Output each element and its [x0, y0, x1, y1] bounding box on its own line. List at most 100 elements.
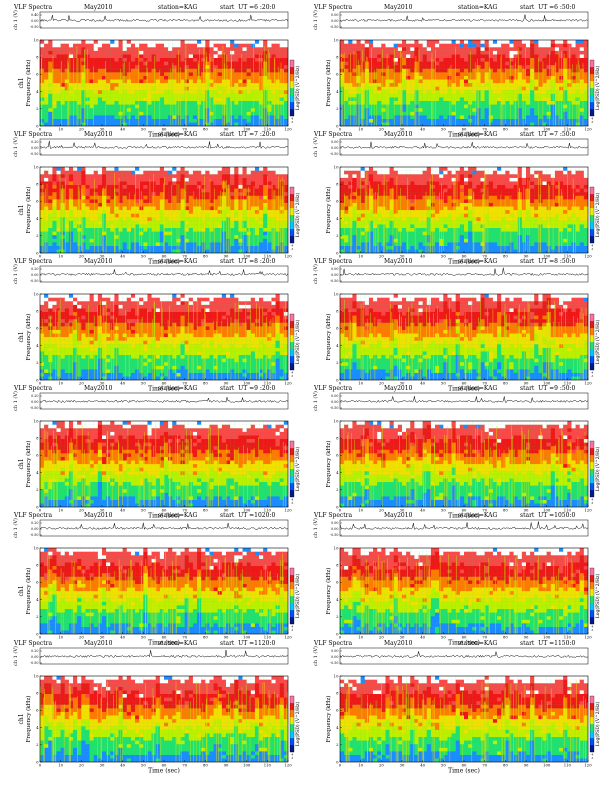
spectrogram-cell — [492, 72, 498, 76]
spectrogram-cell — [263, 40, 268, 44]
spectrogram-cell — [414, 43, 419, 48]
spectrogram-cell — [56, 167, 61, 171]
spectrogram-cell — [172, 210, 177, 214]
spectrogram-cell — [534, 90, 539, 94]
spectrogram-cell — [188, 177, 194, 182]
spectrogram-cell — [389, 57, 394, 62]
spectrogram-cell — [44, 47, 49, 51]
spectrogram-cell — [234, 192, 239, 196]
spectrogram-cell — [464, 86, 469, 91]
spectrogram-cell — [575, 83, 580, 87]
spectrogram-cell — [521, 83, 527, 87]
spectrogram-cell — [192, 195, 198, 200]
spectrogram-cell — [530, 90, 535, 94]
spectrogram-cell — [180, 206, 185, 211]
spectrogram-cell — [93, 249, 98, 254]
spectrogram-cell — [352, 93, 357, 98]
spectrogram-cell — [184, 57, 189, 62]
spectrogram-cell — [271, 111, 276, 116]
colorbar-segment — [290, 194, 294, 202]
spectrogram-cell — [184, 249, 189, 254]
spectrogram-cell — [139, 47, 144, 51]
spectrogram-cell — [368, 220, 374, 225]
spectrogram-cell — [97, 43, 103, 48]
spectrogram-cell — [263, 167, 268, 171]
spectrogram-cell — [180, 43, 185, 48]
spectrogram-cell — [488, 79, 494, 84]
spectrogram-cell — [143, 75, 148, 80]
spectrogram-cell — [184, 118, 189, 123]
spectrogram-cell — [56, 54, 61, 59]
y-tick-label: 10 — [34, 164, 39, 169]
spectrogram-cell — [250, 231, 256, 236]
spectrogram-cell — [393, 83, 398, 87]
spectrogram-cell — [197, 72, 202, 76]
spectrogram-cell — [130, 174, 136, 178]
spectrogram-cell — [546, 47, 551, 51]
spectrogram-cell — [159, 238, 165, 243]
spectrogram-cell — [275, 242, 280, 246]
spectrogram-cell — [64, 170, 70, 175]
spectrogram-cell — [110, 184, 115, 189]
spectrogram-cell — [238, 50, 243, 55]
spectrogram-cell — [221, 115, 227, 119]
spectrogram-cell — [102, 108, 107, 112]
spectrogram-cell — [172, 181, 177, 186]
spectrogram-cell — [52, 238, 57, 243]
spectrogram-cell — [172, 224, 177, 229]
spectrogram-cell — [143, 54, 148, 59]
spectrogram-cell — [68, 50, 74, 55]
spectrogram-cell — [563, 100, 568, 105]
spectrogram-cell — [139, 100, 144, 105]
spectrogram-cell — [226, 118, 231, 123]
spectrogram-cell — [192, 104, 198, 109]
spectrogram-cell — [73, 202, 78, 207]
spectrogram-cell — [385, 100, 390, 105]
y-tick-label: 0 — [336, 123, 339, 128]
spectrogram-cell — [135, 217, 140, 221]
spectrogram-cell — [192, 184, 198, 189]
spectrogram-cell — [377, 54, 382, 59]
spectrogram-cell — [93, 54, 98, 59]
spectrogram-cell — [230, 83, 235, 87]
spectrogram-cell — [505, 57, 510, 62]
chart-date: May2010 — [384, 4, 413, 11]
spectrogram-cell — [192, 115, 198, 119]
spectrogram-cell — [348, 40, 353, 44]
spectrogram-cell — [246, 93, 251, 98]
spectrogram-cell — [484, 108, 489, 112]
spectrogram-cell — [81, 90, 86, 94]
spectrogram-cell — [97, 79, 103, 84]
spectrogram-cell — [48, 231, 53, 236]
spectrogram-cell — [226, 104, 231, 109]
spectrogram-cell — [464, 97, 469, 102]
spectrogram-cell — [238, 65, 243, 69]
spectrogram-cell — [122, 195, 127, 200]
spectrogram-cell — [159, 181, 165, 186]
spectrogram-cell — [484, 68, 489, 73]
spectrogram-cell — [267, 195, 272, 200]
spectrogram-cell — [155, 181, 160, 186]
spectrogram-cell — [217, 192, 222, 196]
spectrogram-cell — [381, 40, 386, 44]
spectrogram-cell — [56, 72, 61, 76]
spectrogram-cell — [443, 61, 448, 66]
spectrogram-cell — [377, 57, 382, 62]
spectrogram-cell — [217, 68, 222, 73]
spectrogram-cell — [377, 220, 382, 225]
spectrogram-cell — [64, 72, 70, 76]
spectrogram-cell — [250, 75, 256, 80]
spectrogram-cell — [164, 68, 169, 73]
spectrogram-cell — [97, 213, 103, 218]
spectrogram-cell — [73, 54, 78, 59]
spectrogram-cell — [459, 61, 465, 66]
spectrogram-cell — [77, 100, 82, 105]
spectrogram-cell — [283, 83, 289, 87]
spectrogram-cell — [184, 192, 189, 196]
spectrogram-cell — [192, 210, 198, 214]
spectrogram-cell — [230, 217, 235, 221]
spectrogram-cell — [48, 83, 53, 87]
spectrogram-cell — [221, 93, 227, 98]
spectrogram-cell — [344, 220, 349, 225]
spectrogram-cell — [180, 170, 185, 175]
